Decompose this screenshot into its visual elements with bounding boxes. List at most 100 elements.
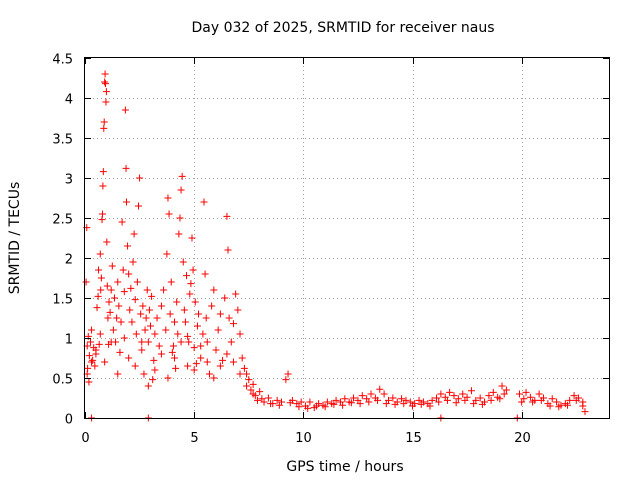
data-point <box>165 210 173 218</box>
data-point <box>114 278 122 286</box>
data-point <box>306 398 314 406</box>
tick-labels: 0 0.5 1 1.5 2 2.5 3 3.5 4 4.5 0 5 10 15 20 <box>52 53 530 447</box>
data-point <box>157 302 165 310</box>
data-point <box>374 396 382 404</box>
y-tick-label: 1 <box>65 333 73 348</box>
data-point <box>110 294 118 302</box>
data-point <box>82 278 90 286</box>
data-point <box>487 396 495 404</box>
data-point <box>167 278 175 286</box>
data-point <box>245 376 253 384</box>
data-point <box>358 392 366 400</box>
data-point <box>347 399 355 407</box>
data-point <box>116 348 124 356</box>
data-point <box>121 106 129 114</box>
data-point <box>546 402 554 410</box>
data-point <box>132 330 140 338</box>
data-point <box>100 118 108 126</box>
data-point <box>356 400 364 408</box>
data-point <box>171 354 179 362</box>
x-tick-label: 10 <box>295 431 312 446</box>
data-point <box>470 400 478 408</box>
data-point <box>203 338 211 346</box>
data-point <box>243 382 251 390</box>
data-point <box>125 354 133 362</box>
data-point <box>234 306 242 314</box>
data-point <box>144 338 152 346</box>
data-point <box>130 230 138 238</box>
data-point <box>99 182 107 190</box>
data-point <box>286 399 294 407</box>
data-point <box>157 350 165 358</box>
data-point <box>229 320 237 328</box>
data-point <box>101 358 109 366</box>
data-point <box>219 356 227 364</box>
data-point <box>210 374 218 382</box>
data-point <box>515 390 523 398</box>
data-point <box>570 392 578 400</box>
data-point <box>202 314 210 322</box>
data-point <box>140 370 148 378</box>
data-point <box>537 396 545 404</box>
data-point <box>197 354 205 362</box>
data-point <box>339 401 347 409</box>
data-point <box>522 388 530 396</box>
data-point <box>249 390 257 398</box>
data-point <box>450 392 458 400</box>
data-point <box>406 398 414 406</box>
data-point <box>115 302 123 310</box>
data-point <box>426 402 434 410</box>
data-point <box>212 346 220 354</box>
data-point <box>164 374 172 382</box>
data-point <box>101 70 109 78</box>
data-point <box>295 403 303 411</box>
x-axis-label: GPS time / hours <box>286 459 403 475</box>
data-point <box>131 296 139 304</box>
data-point <box>243 370 251 378</box>
y-tick-label: 1.5 <box>52 293 73 308</box>
y-tick-label: 3 <box>65 173 73 188</box>
y-tick-label: 0 <box>65 413 73 428</box>
data-point <box>162 326 170 334</box>
data-point <box>150 356 158 364</box>
data-point <box>200 198 208 206</box>
data-point <box>553 398 561 406</box>
data-point <box>177 186 185 194</box>
data-point <box>297 398 305 406</box>
data-point <box>304 404 312 412</box>
data-point <box>178 172 186 180</box>
data-point <box>275 401 283 409</box>
data-point <box>199 330 207 338</box>
data-point <box>163 250 171 258</box>
data-point <box>312 402 320 410</box>
data-point <box>467 387 475 395</box>
data-point <box>151 366 159 374</box>
data-point <box>188 234 196 242</box>
data-point <box>189 266 197 274</box>
data-point <box>88 358 96 366</box>
data-point <box>99 168 107 176</box>
data-point <box>86 338 94 346</box>
data-point <box>391 400 399 408</box>
x-tick-label: 20 <box>514 431 531 446</box>
data-point <box>417 400 425 408</box>
data-point <box>428 396 436 404</box>
data-point <box>149 376 157 384</box>
data-point <box>171 318 179 326</box>
data-point <box>96 330 104 338</box>
data-point <box>168 348 176 356</box>
data-point <box>284 370 292 378</box>
data-point <box>323 398 331 406</box>
data-point <box>95 340 103 348</box>
data-point <box>118 218 126 226</box>
data-point <box>93 304 101 312</box>
data-point <box>128 318 136 326</box>
data-point <box>120 334 128 342</box>
data-point <box>520 395 528 403</box>
data-point <box>181 318 189 326</box>
data-point <box>92 346 100 354</box>
data-point <box>124 242 132 250</box>
data-point <box>214 326 222 334</box>
plot-frame <box>84 57 610 419</box>
data-point <box>380 390 388 398</box>
